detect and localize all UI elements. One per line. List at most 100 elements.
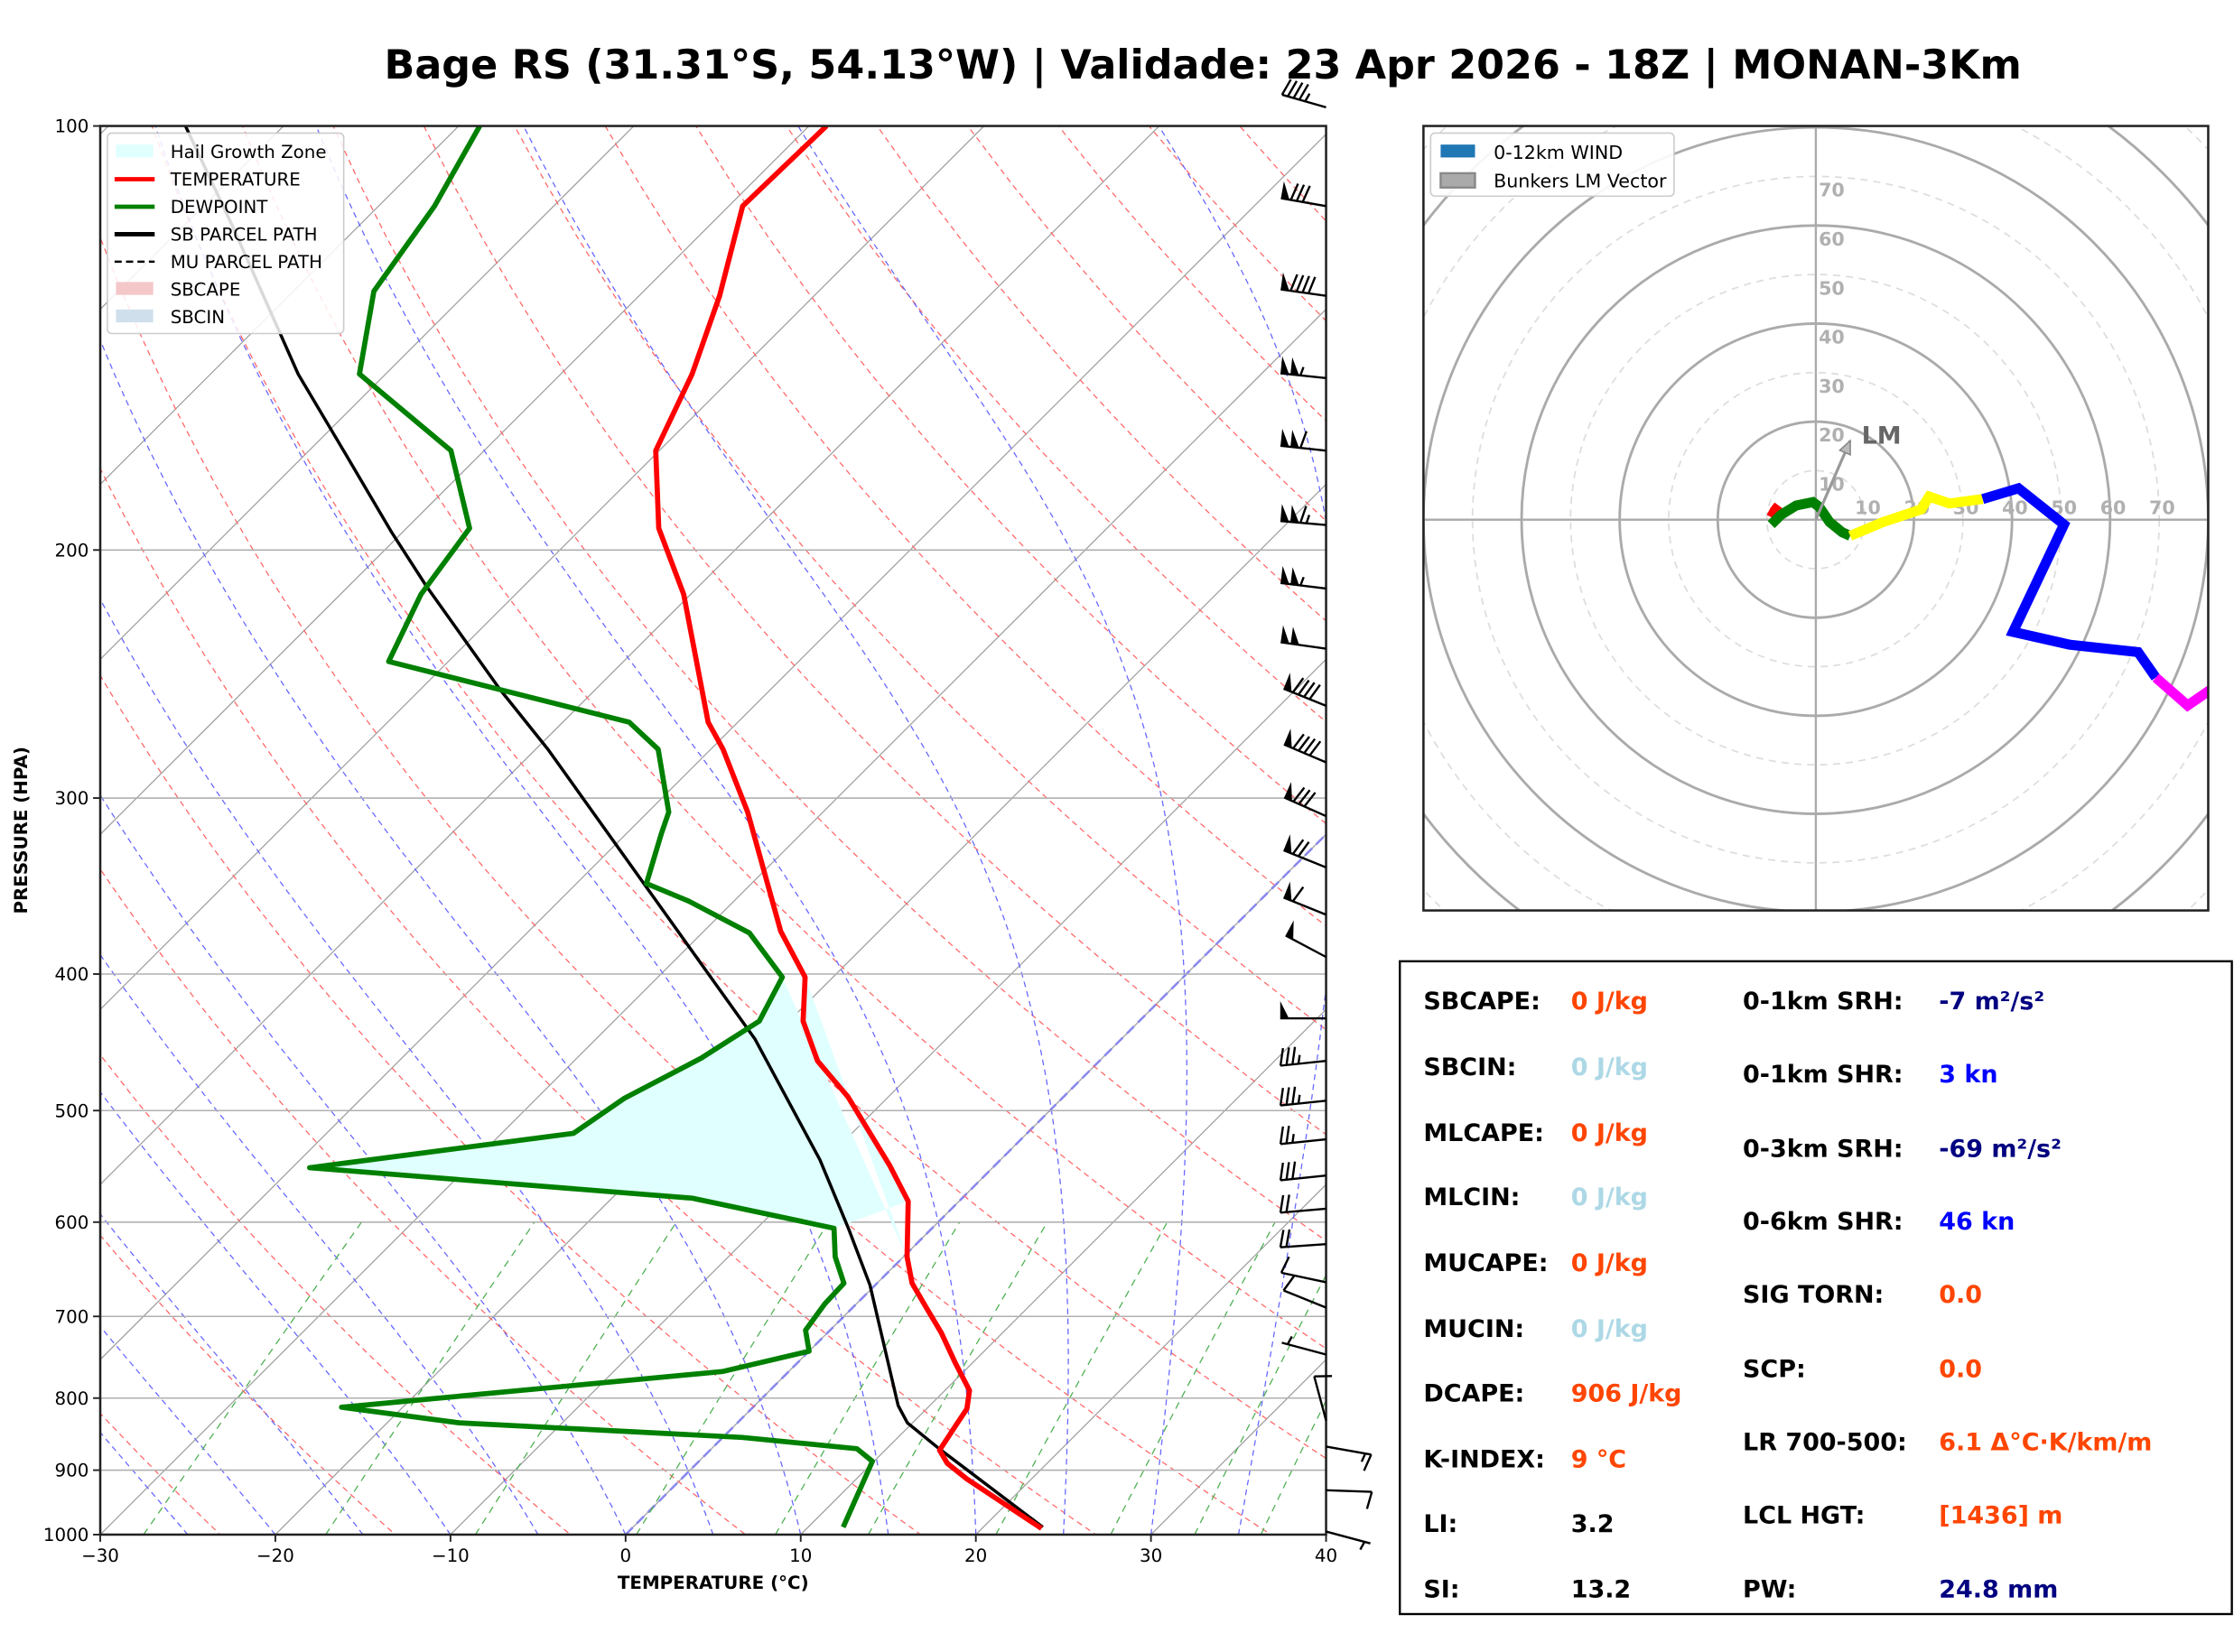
legend-swatch [116, 144, 154, 158]
legend-swatch-wind [1440, 144, 1475, 158]
parameter-row: 0-1km SRH: -7 m²/s² [1743, 988, 2044, 1016]
isotherm-line [100, 125, 810, 836]
parameter-row: MLCIN: 0 J/kg [1423, 1183, 1648, 1211]
wind-barbs [1279, 79, 1373, 1551]
legend-label: DEWPOINT [171, 197, 269, 218]
isotherm-line [975, 1183, 1326, 1535]
hodograph-ring-label-v: 50 [1819, 277, 1845, 299]
parameter-value: 0 J/kg [1571, 1249, 1648, 1277]
wind-barb [1283, 782, 1327, 818]
parameter-row: 0-1km SHR: 3 kn [1743, 1061, 1997, 1089]
wind-barb [1280, 625, 1326, 650]
parameter-row: SIG TORN: 0.0 [1743, 1281, 1982, 1309]
skew-t-frame [98, 125, 1327, 1536]
legend-label: SB PARCEL PATH [171, 225, 318, 246]
wind-barb [1279, 1086, 1326, 1107]
wind-barb [1279, 1126, 1326, 1146]
wind-barb [1279, 1229, 1326, 1248]
y-tick-label: 600 [54, 1212, 88, 1233]
wind-barb [1280, 181, 1326, 208]
x-axis-label: TEMPERATURE (°C) [618, 1573, 809, 1593]
mixing-ratio-line [325, 1221, 535, 1535]
hodograph-legend-box [1429, 132, 1675, 198]
legend-swatch [116, 309, 154, 323]
isotherm-line [100, 308, 1326, 1535]
hodograph-frame [1422, 125, 2210, 912]
wind-barb [1283, 834, 1326, 868]
x-tick-label: −30 [81, 1545, 119, 1566]
parameter-label: SBCAPE: [1423, 988, 1540, 1016]
y-tick-label: 100 [54, 116, 88, 137]
y-tick-label: 900 [54, 1461, 88, 1481]
temperature-axis: −30 −20 −10 0 10 20 30 40 [81, 1534, 1337, 1566]
y-tick-label: 500 [54, 1100, 88, 1121]
parameters-box [1399, 960, 2233, 1616]
parameter-value: 0.0 [1939, 1356, 1982, 1384]
hodograph-segment [2152, 673, 2209, 712]
legend-label: MU PARCEL PATH [171, 252, 322, 273]
parameter-row: MUCAPE: 0 J/kg [1423, 1249, 1648, 1277]
parameter-label: MUCIN: [1423, 1315, 1524, 1343]
wind-barb [1282, 1275, 1326, 1309]
pressure-axis: 100 200 300 400 500 600 700 800 900 1000 [43, 116, 101, 1545]
figure-title: Bage RS (31.31°S, 54.13°W) | Validade: 2… [385, 42, 2022, 88]
y-tick-label: 400 [54, 964, 88, 985]
bunkers-lm-label: LM [1862, 422, 1902, 450]
wind-barb [1280, 79, 1326, 109]
y-tick-label: 800 [54, 1388, 88, 1409]
wind-barb [1280, 356, 1326, 380]
moist-adiabat-line [1158, 125, 1326, 1535]
wind-barb [1326, 1489, 1373, 1509]
dry-adiabat-line [514, 125, 1326, 1031]
x-tick-label: 20 [964, 1545, 987, 1566]
wind-barb [1279, 1194, 1326, 1214]
wind-barb [1280, 504, 1326, 526]
wind-barb [1281, 1335, 1326, 1356]
wind-barb [1279, 1161, 1326, 1182]
x-tick-label: 30 [1140, 1545, 1162, 1566]
legend-label-wind: 0-12km WIND [1494, 142, 1623, 163]
parameter-label: SIG TORN: [1743, 1281, 1884, 1309]
legend-label-lm: Bunkers LM Vector [1494, 171, 1667, 192]
parameter-label: MUCAPE: [1423, 1249, 1548, 1277]
x-tick-label: −20 [256, 1545, 294, 1566]
isotherm-line [100, 125, 635, 661]
bunkers-lm-arrow [1814, 440, 1852, 521]
dry-adiabat-line [151, 125, 1326, 1460]
parameter-label: 0-1km SRH: [1743, 988, 1904, 1016]
hodograph-ring-label-u: 10 [1855, 497, 1881, 518]
temperature-line [653, 125, 1044, 1531]
sb-parcel-path-line [183, 125, 1044, 1529]
parameter-value: 3.2 [1571, 1510, 1615, 1538]
wind-barb [1280, 272, 1326, 297]
hodograph-ring-label-u: 40 [2002, 497, 2028, 518]
parameter-label: SCP: [1743, 1356, 1806, 1384]
y-tick-label: 200 [54, 540, 88, 561]
parameter-value: 6.1 Δ°C·K/km/m [1939, 1428, 2152, 1456]
parameters-right-column: 0-1km SRH: -7 m²/s² 0-1km SHR: 3 kn 0-3km SR… [1743, 988, 2152, 1604]
parameter-value: 0 J/kg [1571, 1315, 1648, 1343]
parameter-value: 9 °C [1571, 1445, 1626, 1473]
parameter-row: 0-6km SHR: 46 kn [1743, 1208, 2015, 1236]
parameter-label: LCL HGT: [1743, 1501, 1865, 1529]
parameter-row: SBCAPE: 0 J/kg [1423, 988, 1648, 1016]
moist-adiabat-line [523, 125, 1069, 1535]
x-tick-label: 0 [620, 1545, 632, 1566]
parameter-row: MLCAPE: 0 J/kg [1423, 1119, 1648, 1147]
parameter-row: SI: 13.2 [1423, 1576, 1631, 1604]
hodograph-ring-label-v: 20 [1819, 424, 1845, 446]
parameter-label: K-INDEX: [1423, 1445, 1545, 1473]
parameter-label: MLCIN: [1423, 1183, 1520, 1211]
parameter-row: MUCIN: 0 J/kg [1423, 1315, 1648, 1343]
hodograph-panel: 1010202030304040505060607070 LM 0-12km W… [1422, 125, 2210, 912]
dry-adiabat-line [423, 125, 1326, 1136]
parameter-label: LR 700-500: [1743, 1428, 1907, 1456]
wind-barb [1283, 729, 1327, 764]
parameter-row: PW: 24.8 mm [1743, 1576, 2058, 1604]
hodograph-wind-trace [1766, 482, 2209, 712]
parameter-row: 0-3km SRH: -69 m²/s² [1743, 1135, 2062, 1163]
y-axis-label: PRESSURE (HPA) [11, 747, 32, 914]
x-tick-label: −10 [432, 1545, 470, 1566]
isotherm-line [100, 125, 460, 486]
legend-label: SBCAPE [171, 279, 241, 300]
